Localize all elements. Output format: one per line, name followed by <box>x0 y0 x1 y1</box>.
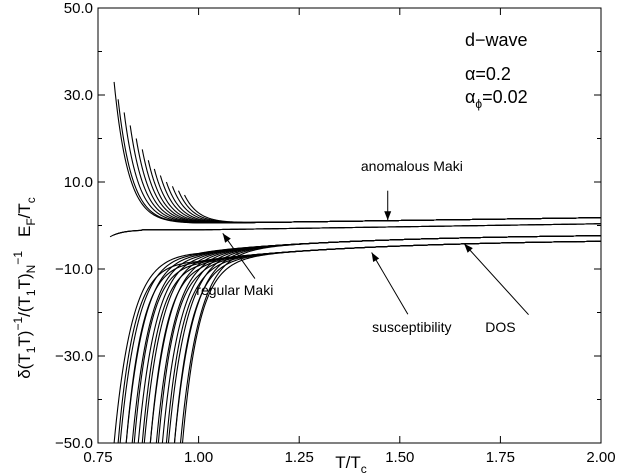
dos-curve <box>157 240 601 443</box>
susceptibility-curve <box>161 235 601 443</box>
dos-curve <box>133 240 601 443</box>
params-line-3-value: =0.02 <box>482 87 528 107</box>
annotation-dos: DOS <box>485 319 515 335</box>
dos-curve <box>165 240 601 443</box>
anomalous-maki-curve <box>184 194 601 223</box>
arrowhead-anomalous-maki <box>384 211 392 221</box>
anomalous-maki-curve <box>135 138 601 224</box>
arrow-dos <box>463 243 529 316</box>
y-tick-label-1: −30.0 <box>55 348 93 365</box>
dos-curve <box>141 240 601 443</box>
y-tick-label-2: −10.0 <box>55 261 93 278</box>
x-axis-title-main: T/T <box>335 453 361 472</box>
params-line-2-symbol: α <box>465 64 475 84</box>
arrowhead-regular-maki <box>222 233 231 243</box>
x-axis-title: T/Tc <box>335 453 367 473</box>
curves <box>109 81 601 443</box>
x-axis-title-sub: c <box>361 462 367 473</box>
params-line-3: αϕ=0.02 <box>465 87 528 111</box>
anomalous-maki-curve <box>153 168 601 224</box>
y-tick-label-3: 10.0 <box>64 174 93 191</box>
annotation-susceptibility: susceptibility <box>372 319 451 335</box>
dos-curve <box>173 240 601 443</box>
arrow-susceptibility <box>371 252 409 315</box>
params-line-3-symbol: α <box>465 87 475 107</box>
y-axis-title: δ(T1T)−1/(T1T)N−1EF/Tc <box>11 197 38 379</box>
anomalous-maki-curve <box>159 175 601 224</box>
arrowhead-dos <box>464 243 473 253</box>
anomalous-maki-curve <box>165 181 601 224</box>
susceptibility-curve <box>167 235 601 443</box>
params-line-1: d−wave <box>465 30 528 50</box>
arrow-regular-maki <box>222 233 256 279</box>
x-tick-label-3: 1.50 <box>385 449 414 466</box>
annotation-anomalous-maki: anomalous Maki <box>361 158 463 174</box>
params-line-2: α=0.2 <box>465 64 511 84</box>
y-tick-label-5: 50.0 <box>64 0 93 17</box>
x-tick-label-2: 1.25 <box>285 449 314 466</box>
x-tick-label-4: 1.75 <box>486 449 515 466</box>
params-line-3-sub: ϕ <box>475 97 482 111</box>
x-tick-label-0: 0.75 <box>83 449 112 466</box>
dos-curve <box>181 240 601 443</box>
arrowhead-susceptibility <box>371 252 380 263</box>
annotation-regular-maki: regular Maki <box>196 282 273 298</box>
anomalous-maki-curve <box>177 190 601 223</box>
anomalous-maki-curve <box>129 125 601 224</box>
dos-curve <box>149 240 601 443</box>
y-tick-label-4: 30.0 <box>64 87 93 104</box>
params-line-2-value: =0.2 <box>475 64 511 84</box>
susceptibility-curve <box>173 235 601 443</box>
regular-maki-curve <box>117 223 601 234</box>
x-tick-label-5: 2.00 <box>586 449 615 466</box>
axis-ticks: 0.75 1.00 1.25 1.50 1.75 2.00 −50.0 −30.0 −10.0 1… <box>55 0 616 466</box>
susceptibility-curve <box>119 235 601 443</box>
y-tick-label-0: −50.0 <box>55 435 93 452</box>
x-tick-label-1: 1.00 <box>184 449 213 466</box>
annotations: anomalous Maki regular Maki susceptibility… <box>196 158 529 335</box>
susceptibility-curve <box>179 235 601 443</box>
